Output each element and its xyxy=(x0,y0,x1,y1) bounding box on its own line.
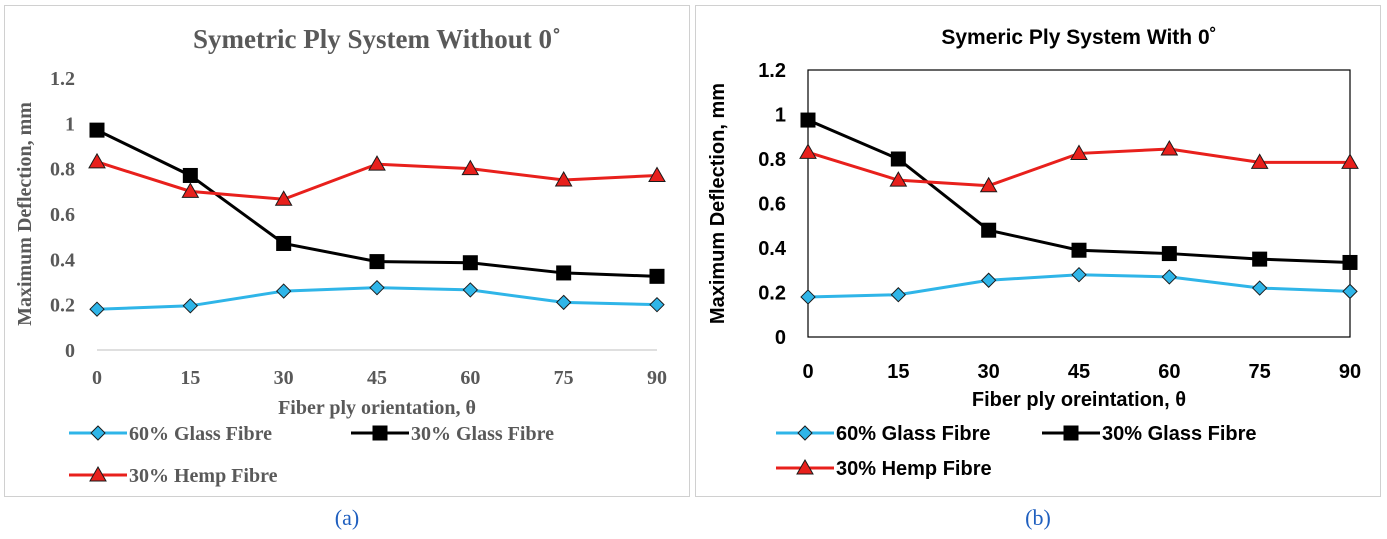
chart-a-svg: Symetric Ply System Without 0˚ 0 0.2 0.4 0.6… xyxy=(14,24,667,487)
chart-b-y-tick-label: 1.2 xyxy=(758,60,786,82)
chart-a-series-2-point xyxy=(181,182,200,198)
chart-b-title: Symeric Ply System With 0˚ xyxy=(941,26,1216,49)
chart-b-series-0-point xyxy=(1342,283,1358,300)
chart-a-y-tick-label: 0 xyxy=(65,340,75,362)
chart-a-series-1-point xyxy=(182,167,198,183)
chart-a-series-1-point xyxy=(89,122,105,138)
chart-b-y-tick-label: 0.8 xyxy=(758,149,786,171)
chart-a-y-tick-label: 0.2 xyxy=(50,295,75,317)
chart-a-legend-swatch-marker xyxy=(372,425,388,441)
chart-a-series-0-point xyxy=(369,279,385,296)
chart-b-x-tick-label: 45 xyxy=(1068,361,1090,383)
chart-b-y-tick-label: 0.6 xyxy=(758,194,786,216)
chart-a-series-0-point xyxy=(182,298,199,314)
chart-a-series-0-point xyxy=(649,296,665,313)
chart-b-plot-frame xyxy=(807,69,1351,338)
chart-b-series-1-point xyxy=(1342,254,1358,270)
chart-b-series-0-point xyxy=(800,289,816,305)
chart-a-legend-label: 30% Hemp Fibre xyxy=(129,465,278,487)
chart-b-series-1-point xyxy=(1252,251,1268,267)
chart-a-series-0-point xyxy=(89,301,105,317)
chart-panel-a: Symetric Ply System Without 0˚ 0 0.2 0.4 0.6… xyxy=(4,5,690,497)
chart-b-x-tick-label: 30 xyxy=(978,361,1000,383)
chart-a-x-tick-label: 0 xyxy=(92,367,102,389)
chart-a-series-2-point xyxy=(648,166,666,182)
chart-a-series-2-point xyxy=(88,152,106,169)
chart-a-title: Symetric Ply System Without 0˚ xyxy=(193,24,561,54)
chart-b-svg: Symeric Ply System With 0˚ 0 0.2 0.4 0.6 0.8 1… xyxy=(707,26,1361,480)
chart-a-series-1-point xyxy=(276,235,292,251)
chart-a-y-axis-label: Maximum Deflection, mm xyxy=(14,102,36,326)
chart-a-y-tick-label: 1 xyxy=(65,113,75,135)
chart-b-series-0-point xyxy=(980,272,997,288)
chart-b-y-tick-label: 0 xyxy=(775,327,786,349)
chart-a-y-tick-label: 1.2 xyxy=(50,68,75,90)
chart-b-series-0-point xyxy=(1161,269,1178,285)
chart-b-series-1-point xyxy=(1161,246,1177,262)
chart-b-legend-swatch-marker xyxy=(1063,425,1079,441)
chart-a-legend-swatch-marker xyxy=(89,465,107,482)
chart-a-series-0-point xyxy=(462,282,479,298)
chart-a-series-1-point xyxy=(649,268,665,284)
chart-b-x-axis-label: Fiber ply oreintation, θ xyxy=(972,389,1186,411)
chart-a-x-tick-label: 15 xyxy=(180,367,200,389)
chart-panel-b: Symeric Ply System With 0˚ 0 0.2 0.4 0.6 0.8 1… xyxy=(695,5,1381,497)
chart-a-x-tick-label: 90 xyxy=(647,367,667,389)
chart-b-series-1-point xyxy=(800,112,816,128)
chart-b-x-tick-label: 60 xyxy=(1158,361,1180,383)
chart-b-x-tick-label: 75 xyxy=(1249,361,1271,383)
chart-a-series-1-point xyxy=(556,265,572,281)
chart-a-x-tick-label: 45 xyxy=(367,367,387,389)
chart-b-series-0-point xyxy=(1251,280,1268,296)
chart-b-series-2-point xyxy=(889,171,908,187)
chart-b-y-axis-label: Maximum Deflection, mm xyxy=(707,83,729,324)
chart-a-y-tick-label: 0.4 xyxy=(50,249,75,271)
chart-b-series-2-point xyxy=(1070,144,1088,160)
chart-b-series-1-point xyxy=(1071,242,1087,258)
chart-b-legend-label: 30% Glass Fibre xyxy=(1102,423,1257,445)
chart-a-legend-label: 30% Glass Fibre xyxy=(411,423,554,445)
chart-a-series-0-point xyxy=(275,283,292,299)
chart-a-series-2-point xyxy=(461,159,480,176)
chart-a-x-tick-label: 30 xyxy=(274,367,294,389)
chart-b-y-tick-label: 1 xyxy=(775,105,786,127)
chart-b-x-tick-label: 90 xyxy=(1339,361,1361,383)
chart-a-x-axis-label: Fiber ply orientation, θ xyxy=(278,397,476,419)
chart-b-legend-label: 60% Glass Fibre xyxy=(836,423,991,445)
chart-b-legend-swatch-marker xyxy=(797,425,813,441)
chart-a-series-1-point xyxy=(462,255,478,271)
chart-b-series-2-point xyxy=(799,143,817,159)
chart-b-series-1-point xyxy=(981,222,997,238)
caption-b: (b) xyxy=(1025,505,1051,530)
chart-a-x-tick-label: 60 xyxy=(460,367,480,389)
chart-a-x-tick-label: 75 xyxy=(554,367,574,389)
chart-a-legend-label: 60% Glass Fibre xyxy=(129,423,272,445)
chart-b-series-2-point xyxy=(1160,139,1179,156)
chart-b-series-0-point xyxy=(1071,266,1087,283)
chart-a-series-2-point xyxy=(274,190,293,206)
chart-a-legend-swatch-marker xyxy=(90,425,106,441)
chart-b-legend-swatch-marker xyxy=(796,458,814,475)
chart-b-series-line-1 xyxy=(807,118,1351,264)
chart-a-series-2-point xyxy=(368,155,386,171)
chart-a-y-tick-label: 0.8 xyxy=(50,159,75,181)
caption-a: (a) xyxy=(334,505,360,530)
chart-b-x-tick-label: 0 xyxy=(802,361,813,383)
chart-b-series-1-point xyxy=(890,151,906,167)
chart-b-series-0-point xyxy=(890,287,907,303)
chart-b-legend-label: 30% Hemp Fibre xyxy=(836,458,992,480)
chart-b-series-2-point xyxy=(1250,153,1269,169)
chart-a-series-1-point xyxy=(369,254,385,270)
chart-b-y-tick-label: 0.4 xyxy=(758,238,787,260)
chart-a-series-0-point xyxy=(555,294,572,311)
chart-b-series-2-point xyxy=(1341,153,1359,169)
chart-b-x-tick-label: 15 xyxy=(887,361,909,383)
chart-a-series-2-point xyxy=(554,170,573,187)
chart-b-series-2-point xyxy=(979,176,998,193)
chart-b-y-tick-label: 0.2 xyxy=(758,283,786,305)
chart-a-y-tick-label: 0.6 xyxy=(50,204,75,226)
